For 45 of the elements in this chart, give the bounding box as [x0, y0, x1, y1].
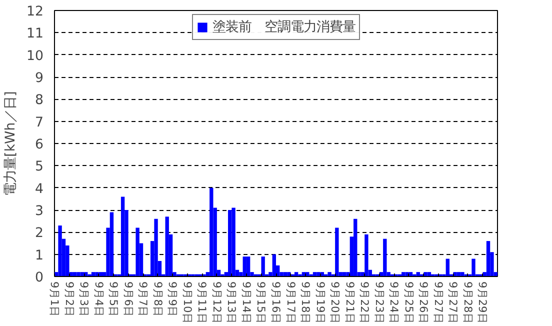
- y-tick-label: 5: [35, 160, 44, 175]
- y-tick-label: 8: [35, 93, 44, 108]
- y-tick-label: 6: [35, 138, 44, 152]
- x-tick-label: 9月15日: [254, 282, 268, 324]
- x-tick-label: 9月5日: [107, 282, 120, 318]
- y-tick-label: 3: [35, 204, 44, 219]
- x-tick-label: 9月4日: [92, 282, 106, 318]
- x-tick-label: 9月2日: [62, 282, 76, 318]
- x-tick-label: 9月6日: [122, 282, 135, 318]
- x-tick-label: 9月7日: [136, 282, 150, 318]
- y-tick-label: 2: [35, 226, 44, 242]
- x-tick-label: 9月10日: [180, 282, 194, 324]
- y-axis-title: 電力量[kWh／日]: [4, 91, 19, 196]
- y-tick-label: 11: [26, 26, 44, 42]
- x-tick-label: 9月14日: [240, 282, 253, 324]
- x-tick-label: 9月29日: [476, 282, 490, 324]
- x-tick-label: 9月9日: [166, 282, 180, 318]
- y-tick-label: 12: [26, 4, 44, 20]
- x-tick-label: 9月17日: [284, 282, 298, 324]
- x-tick-label: 9月1日: [48, 282, 61, 318]
- x-tick-label: 9月24日: [388, 282, 401, 324]
- x-tick-label: 9月8日: [151, 282, 164, 318]
- x-tick-label: 9月13日: [225, 282, 238, 324]
- x-tick-label: 9月28日: [461, 282, 474, 324]
- x-tick-label: 9月16日: [270, 282, 282, 324]
- x-tick-label: 9月25日: [402, 282, 416, 324]
- y-tick-label: 9: [35, 71, 44, 86]
- y-tick-label: 4: [35, 182, 44, 197]
- x-tick-label: 9月26日: [417, 282, 430, 324]
- x-tick-label: 9月19日: [314, 282, 327, 324]
- y-tick-label: 10: [26, 48, 44, 64]
- x-tick-label: 9月20日: [328, 282, 342, 324]
- x-tick-label: 9月18日: [299, 282, 312, 324]
- legend-label: 塗装前 空調電力消費量: [212, 18, 356, 36]
- x-tick-label: 9月22日: [358, 282, 372, 324]
- x-tick-label: 9月27日: [446, 282, 460, 324]
- x-tick-label: 9月3日: [78, 282, 91, 318]
- x-tick-label: 9月23日: [372, 282, 386, 324]
- y-tick-label: 0: [35, 270, 44, 286]
- x-tick-label: 9月11日: [196, 282, 209, 324]
- x-tick-label: 9月21日: [343, 282, 356, 324]
- x-tick-label: 9月12日: [210, 282, 224, 324]
- y-tick-label: 1: [35, 248, 44, 264]
- x-tick-label: 9月27日: [432, 282, 445, 324]
- y-tick-label: 7: [35, 115, 44, 130]
